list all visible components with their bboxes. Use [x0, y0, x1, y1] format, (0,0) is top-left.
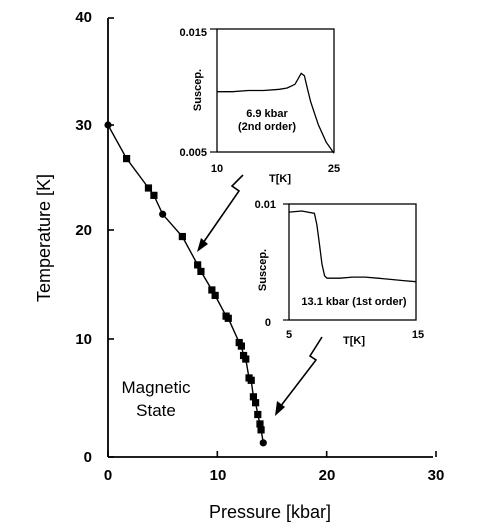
- inset2-xtick-left: 5: [286, 329, 292, 341]
- y-tick-label: 40: [75, 9, 92, 26]
- data-markers: [104, 121, 267, 447]
- square-data-point: [178, 232, 186, 241]
- square-data-point: [122, 155, 131, 163]
- inset1-ytick-bottom: 0.005: [179, 147, 207, 159]
- inset2-xtick-right: 15: [412, 329, 424, 341]
- inset2-xlabel: T[K]: [343, 335, 365, 347]
- inset2-ytick-top: 0.01: [255, 199, 276, 211]
- circle-data-point: [259, 439, 267, 447]
- square-data-point: [150, 191, 158, 199]
- inset1-label-line1: 6.9 kbar: [246, 108, 288, 120]
- inset1-label-line2: (2nd order): [238, 121, 296, 133]
- magnetic-state-label-line1: Magnetic: [122, 378, 191, 397]
- y-tick-label: 0: [84, 449, 92, 466]
- square-data-point: [254, 410, 262, 419]
- square-data-point: [211, 291, 219, 299]
- x-tick-label: 0: [104, 467, 112, 484]
- inset1-xlabel: T[K]: [269, 173, 291, 185]
- inset1-xtick-left: 10: [211, 163, 223, 175]
- y-tick-label: 10: [75, 331, 92, 348]
- x-axis-label: Pressure [kbar]: [209, 502, 331, 522]
- square-data-point: [194, 261, 202, 269]
- inset-6-9-kbar: 0.015 0.005 10 25 T[K] Suscep. 6.9 kbar …: [179, 27, 340, 185]
- main-axes: [107, 18, 433, 458]
- y-axis-label: Temperature [K]: [34, 174, 54, 302]
- square-data-point: [208, 286, 216, 294]
- arrowhead-inset2: [275, 401, 285, 416]
- square-data-point: [242, 355, 250, 363]
- x-tick-label: 20: [319, 467, 336, 484]
- y-tick-label: 20: [75, 222, 92, 239]
- x-tick-label: 10: [210, 467, 227, 484]
- inset2-ytick-bottom: 0: [265, 317, 271, 329]
- magnetic-state-label-line2: State: [136, 401, 176, 420]
- y-tick-label: 30: [75, 117, 92, 134]
- arrow-inset2-to-curve: [279, 336, 323, 408]
- square-data-point: [247, 376, 255, 384]
- square-data-point: [237, 342, 245, 350]
- inset1-xtick-right: 25: [328, 163, 340, 175]
- x-tick-label: 30: [428, 467, 445, 484]
- inset2-ylabel: Suscep.: [257, 249, 269, 291]
- square-data-point: [224, 314, 232, 322]
- inset2-susceptibility-curve: [288, 210, 417, 283]
- arrow-inset1-to-curve: [202, 174, 244, 244]
- inset1-ytick-top: 0.015: [179, 27, 207, 39]
- circle-data-point: [104, 121, 112, 129]
- inset1-ylabel: Suscep.: [192, 69, 204, 111]
- square-data-point: [252, 399, 260, 407]
- square-data-point: [256, 420, 264, 428]
- callout-arrows: [197, 174, 323, 416]
- square-data-point: [257, 426, 265, 434]
- circle-data-point: [159, 210, 167, 218]
- arrowhead-inset1: [197, 238, 208, 252]
- inset1-susceptibility-curve: [217, 72, 335, 154]
- inset2-label: 13.1 kbar (1st order): [301, 296, 406, 308]
- inset2-frame: [288, 203, 417, 321]
- square-data-point: [249, 393, 258, 401]
- inset1-frame: [216, 28, 335, 153]
- square-data-point: [144, 184, 153, 192]
- inset-13-1-kbar: 0.01 0 5 15 T[K] Suscep. 13.1 kbar (1st …: [255, 199, 425, 347]
- square-data-point: [197, 267, 205, 276]
